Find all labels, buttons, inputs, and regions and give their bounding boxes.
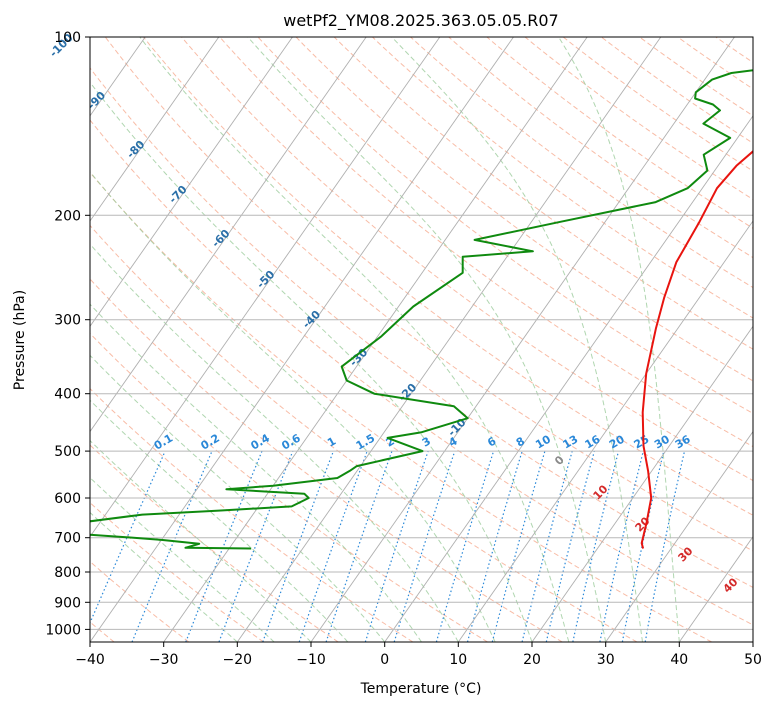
y-tick-label: 200: [54, 208, 81, 224]
dry-adiabat-line: [143, 37, 753, 516]
mixing-ratio-line: [131, 450, 213, 642]
temperature-line: [640, 150, 753, 549]
dry-adiabat-line: [90, 171, 712, 642]
moist-adiabat-line: [90, 354, 386, 642]
x-tick-label: −10: [296, 652, 326, 668]
y-tick-label: 300: [54, 313, 81, 329]
dry-adiabat-line: [90, 502, 264, 642]
mixing-ratio-line: [545, 450, 595, 642]
y-tick-label: 100: [54, 30, 81, 46]
moist-adiabat-line: [247, 37, 607, 642]
dry-adiabat-line: [448, 37, 753, 259]
moist-adiabat-line: [391, 37, 643, 642]
dry-adiabat-line: [90, 278, 563, 642]
isotherm-line: [457, 220, 753, 642]
dewpoint-line: [90, 69, 753, 550]
x-tick-label: −40: [75, 652, 105, 668]
dry-adiabat-line: [754, 37, 775, 642]
isotherm-line: [0, 37, 72, 642]
mixing-ratio-line: [90, 450, 166, 625]
y-tick-label: 900: [54, 595, 81, 611]
mixing-ratio-line: [466, 450, 523, 642]
plot-frame: [89, 36, 754, 643]
y-tick-label: 600: [54, 491, 81, 507]
isotherm-line: [384, 115, 753, 642]
x-tick-label: 0: [380, 652, 389, 668]
mixing-ratio-line: [325, 450, 393, 642]
moist-adiabat-line: [90, 81, 533, 642]
x-tick-label: 50: [744, 652, 762, 668]
x-tick-label: 40: [670, 652, 688, 668]
moist-adiabat-line: [90, 171, 496, 642]
moist-adiabat-line: [558, 37, 680, 642]
dry-adiabat-line: [372, 37, 753, 319]
isotherm-line: [605, 430, 753, 642]
x-axis: −40 −30 −20 −10 0 10 20 30 40 50: [75, 642, 762, 668]
mixing-ratio-line: [435, 450, 495, 642]
mixing-ratio-line: [364, 450, 429, 642]
isotherm-line: [678, 535, 753, 642]
isotherm-line: [236, 37, 662, 642]
isotherm-line: [90, 37, 441, 538]
y-axis: 100 200 300 400 500 600 700 800 900 1000: [45, 30, 90, 638]
mixing-ratio-line: [298, 450, 368, 642]
y-tick-label: 800: [54, 565, 81, 581]
isotherm-line: [90, 37, 220, 222]
isotherm-line: [752, 641, 753, 642]
moist-adiabat-line: [90, 477, 275, 642]
grid-lines: [90, 37, 753, 630]
isotherm-line: [531, 325, 753, 642]
dry-adiabat-line: [562, 37, 753, 172]
x-axis-label: Temperature (°C): [360, 681, 482, 697]
moist-adiabat-line: [90, 511, 238, 642]
isotherm-line: [90, 37, 293, 328]
moist-adiabat-line: [90, 399, 349, 642]
dry-adiabat-line: [90, 119, 753, 626]
x-tick-label: −30: [149, 652, 179, 668]
background-lines: [0, 37, 775, 642]
dry-adiabat-line: [104, 37, 753, 552]
chart-title: wetPf2_YM08.2025.363.05.05.R07: [283, 11, 558, 31]
dry-adiabat-line: [524, 37, 753, 200]
isotherm-line: [90, 37, 514, 642]
series-layer: [90, 69, 753, 550]
isotherm-line: [163, 37, 588, 642]
dry-adiabat-line: [90, 332, 488, 642]
dry-adiabat-line: [219, 37, 753, 448]
x-tick-label: −20: [223, 652, 253, 668]
y-axis-label: Pressure (hPa): [12, 290, 28, 390]
dry-adiabat-line: [90, 388, 414, 642]
y-tick-label: 400: [54, 387, 81, 403]
x-tick-label: 10: [449, 652, 467, 668]
mixing-ratio-line: [185, 450, 263, 642]
mixing-ratio-line: [218, 450, 294, 642]
mixing-ratio-line: [262, 450, 334, 642]
y-tick-label: 500: [54, 444, 81, 460]
moist-adiabat-line: [90, 243, 459, 642]
x-tick-label: 30: [597, 652, 615, 668]
x-tick-label: 20: [523, 652, 541, 668]
moist-adiabat-line: [90, 303, 422, 642]
mixing-ratio-line: [599, 450, 644, 642]
isotherm-line: [310, 37, 735, 642]
isotherm-line: [90, 37, 367, 433]
dry-adiabat-line: [90, 67, 753, 589]
dry-adiabat-line: [90, 444, 339, 642]
dry-adiabat-line: [333, 37, 753, 350]
moist-adiabat-line: [139, 37, 570, 642]
mixing-ratio-line: [572, 450, 620, 642]
y-tick-label: 700: [54, 531, 81, 547]
dry-adiabat-line: [295, 37, 753, 382]
mixing-ratio-line: [521, 450, 573, 642]
y-tick-label: 1000: [45, 622, 81, 638]
dry-adiabat-line: [90, 224, 638, 642]
